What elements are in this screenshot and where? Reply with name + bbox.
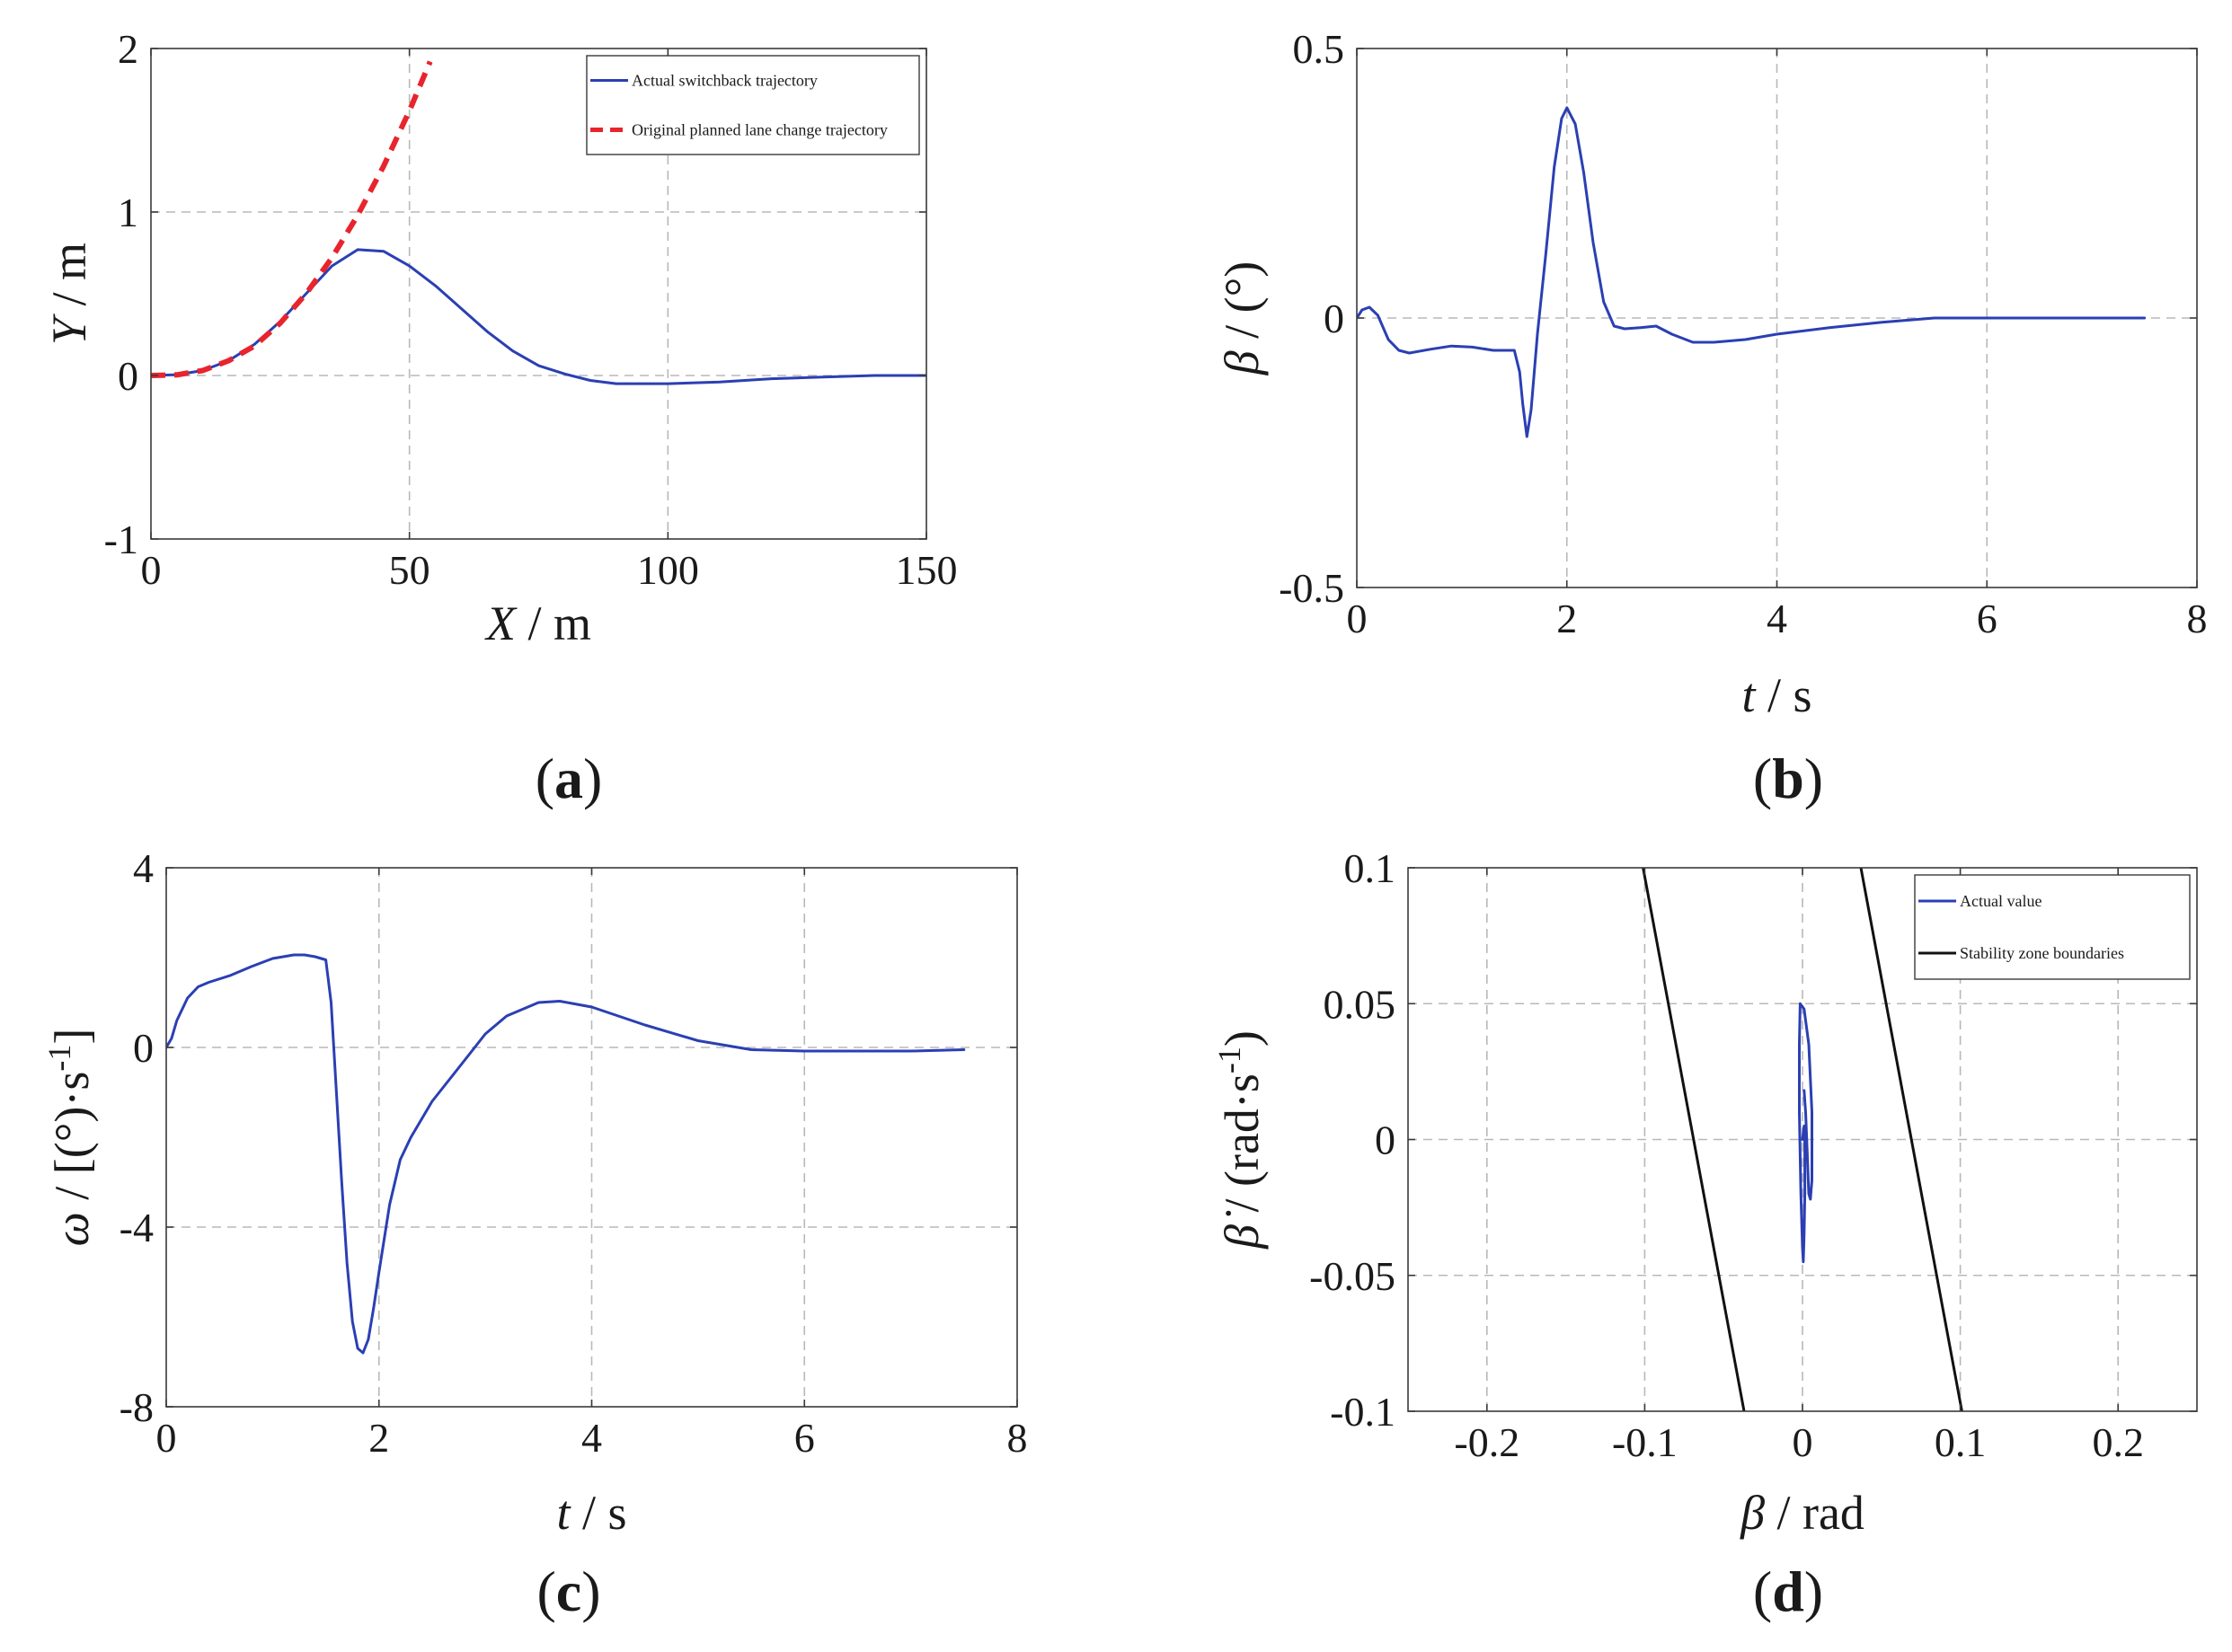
x-tick-label: 8	[2187, 596, 2208, 641]
panel-label-letter: b	[1772, 746, 1804, 810]
x-tick-label: 6	[1977, 596, 1997, 641]
series-line-c-0	[166, 953, 966, 1355]
series-line-a-1	[151, 60, 433, 378]
y-tick-label: 0	[1324, 296, 1344, 341]
y-axis-label: ω / [(°)·s-1]	[41, 1029, 99, 1247]
y-tick-label: 0	[1375, 1118, 1395, 1163]
panel-label: (a)	[536, 746, 603, 810]
y-axis-label-symbol: β	[1215, 350, 1269, 375]
x-axis-label-symbol: β	[1740, 1486, 1765, 1540]
legend-box	[586, 55, 920, 155]
x-axis-label-symbol: X	[484, 596, 518, 650]
y-tick-label: -1	[104, 517, 138, 562]
x-tick-label: 0	[1347, 596, 1368, 641]
x-tick-label: 0	[156, 1415, 177, 1461]
legend-label: Actual value	[1960, 892, 2042, 910]
y-tick-label: -0.5	[1279, 565, 1344, 611]
y-axis-label-unit: / [(°)·s	[45, 1072, 99, 1213]
y-tick-label: 0	[118, 353, 138, 399]
x-axis-label: t / s	[1741, 668, 1811, 722]
x-tick-label: 4	[1767, 596, 1787, 641]
y-axis-label-exponent: -1	[1211, 1047, 1247, 1073]
legend-label: Actual switchback trajectory	[632, 72, 818, 90]
y-axis-label-close: ]	[45, 1029, 99, 1045]
x-tick-label: 0	[1793, 1419, 1813, 1465]
legend-label: Stability zone boundaries	[1960, 944, 2124, 962]
series-line-d-1	[1642, 868, 1746, 1411]
x-axis-label-unit: / rad	[1765, 1486, 1864, 1540]
x-tick-label: 6	[794, 1415, 815, 1461]
x-axis-label: X / m	[484, 596, 591, 650]
y-axis-label-unit: / m	[42, 243, 96, 318]
panel-label: (b)	[1753, 746, 1823, 810]
x-tick-label: 2	[368, 1415, 389, 1461]
panel-label-letter: c	[556, 1559, 581, 1623]
panel-label: (c)	[536, 1559, 600, 1623]
y-axis-label: β / (°)	[1215, 261, 1269, 375]
plot-frame	[150, 48, 927, 540]
series-line-a-0	[151, 248, 926, 385]
y-tick-label: 0.5	[1293, 26, 1345, 72]
panel-label-letter: d	[1772, 1559, 1804, 1623]
y-axis-label-close: )	[1215, 1030, 1269, 1047]
panel-label: (d)	[1753, 1559, 1823, 1623]
x-tick-label: 0.1	[1935, 1419, 1987, 1465]
x-tick-label: 0.2	[2092, 1419, 2144, 1465]
x-axis-label-symbol: t	[1741, 668, 1757, 722]
x-tick-label: 100	[637, 547, 699, 593]
x-axis-label-unit: / m	[516, 596, 591, 650]
y-axis-label-unit: / (°)	[1215, 261, 1269, 351]
x-axis-label: β / rad	[1740, 1486, 1864, 1540]
y-tick-label: -0.1	[1330, 1389, 1395, 1435]
y-axis-label: Y / m	[42, 243, 96, 345]
y-axis-label-exponent: -1	[41, 1045, 77, 1072]
y-axis-label: β̇ / (rad·s-1)	[1211, 1030, 1269, 1250]
x-axis-label-unit: / s	[570, 1486, 626, 1540]
y-tick-label: -0.05	[1309, 1253, 1395, 1299]
x-tick-label: -0.2	[1454, 1419, 1519, 1465]
y-tick-label: -8	[120, 1384, 154, 1430]
x-tick-label: 8	[1007, 1415, 1028, 1461]
x-tick-label: 4	[581, 1415, 602, 1461]
x-tick-label: 150	[896, 547, 958, 593]
panel-b: 0 2 4 6 8-0.500.5t / sβ / (°)(b)	[1215, 26, 2208, 810]
y-tick-label: 0.1	[1344, 845, 1396, 891]
legend-box	[1914, 874, 2191, 980]
x-tick-label: 0	[141, 547, 162, 593]
series-line-b-0	[1357, 106, 2147, 438]
series-line-d-0	[1798, 1002, 1813, 1264]
x-axis-label-symbol: t	[556, 1486, 571, 1540]
y-axis-label-symbol: Y	[42, 314, 96, 345]
x-tick-label: 2	[1556, 596, 1577, 641]
x-axis-label-unit: / s	[1755, 668, 1811, 722]
y-axis-label-symbol: ω	[45, 1212, 99, 1246]
y-axis-label-unit: / (rad·s	[1215, 1073, 1269, 1224]
y-tick-label: 1	[118, 190, 138, 235]
x-tick-label: 50	[389, 547, 430, 593]
legend-label: Original planned lane change trajectory	[632, 121, 888, 139]
x-axis-label: t / s	[556, 1486, 626, 1540]
y-tick-label: -4	[120, 1205, 154, 1250]
y-tick-label: 2	[118, 26, 138, 72]
y-tick-label: 0	[133, 1025, 154, 1071]
x-tick-label: -0.1	[1612, 1419, 1678, 1465]
y-tick-label: 0.05	[1324, 981, 1396, 1027]
series-line-d-2	[1859, 868, 1963, 1411]
panel-label-letter: a	[554, 746, 583, 810]
y-tick-label: 4	[133, 845, 154, 891]
